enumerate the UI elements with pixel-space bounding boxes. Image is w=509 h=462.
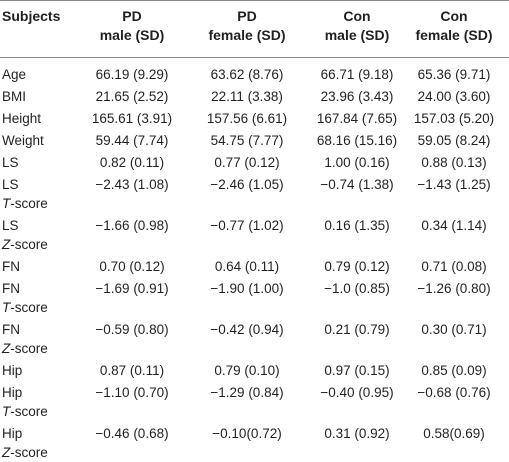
table-cell: 165.61 (3.91) (91, 111, 173, 126)
table-cell: −1.29 (0.84) (210, 385, 284, 400)
row-sublabel-letter: T (2, 404, 11, 419)
header-pd-female-group: PD (237, 8, 257, 24)
table-cell: −0.10(0.72) (212, 426, 282, 441)
row-sublabel-suffix: -score (10, 445, 48, 460)
table-cell: −0.59 (0.80) (95, 322, 169, 337)
table-cell: −0.40 (0.95) (320, 385, 394, 400)
row-sublabel: T-score (2, 299, 48, 317)
table-cell: −1.66 (0.98) (95, 218, 169, 233)
table-cell: 167.84 (7.65) (316, 111, 398, 126)
table-top-rule (0, 0, 509, 1)
row-label: Weight (2, 133, 44, 148)
row-sublabel-suffix: -score (10, 237, 48, 252)
row-sublabel-letter: T (2, 300, 11, 315)
table-cell: −0.42 (0.94) (210, 322, 284, 337)
table-cell: 0.85 (0.09) (421, 363, 487, 378)
table-cell: −1.69 (0.91) (95, 281, 169, 296)
header-con-male-sub: male (SD) (324, 27, 390, 43)
table-cell: 66.71 (9.18) (320, 67, 394, 82)
table-cell: 63.62 (8.76) (210, 67, 284, 82)
table-cell: 68.16 (15.16) (316, 133, 398, 148)
row-label: LS (2, 177, 19, 192)
table-cell: 0.16 (1.35) (324, 218, 390, 233)
header-pd-male-sub: male (SD) (99, 27, 165, 43)
row-sublabel-letter: Z (2, 445, 11, 460)
table-cell: 0.88 (0.13) (421, 155, 487, 170)
row-label: Hip (2, 385, 23, 400)
row-sublabel-suffix: -score (10, 196, 48, 211)
table-cell: 0.30 (0.71) (421, 322, 487, 337)
table-cell: −0.77 (1.02) (210, 218, 284, 233)
table-cell: 0.77 (0.12) (214, 155, 280, 170)
table-cell: 1.00 (0.16) (324, 155, 390, 170)
row-label: BMI (2, 89, 27, 104)
table-cell: 0.71 (0.08) (421, 259, 487, 274)
row-label: Hip (2, 426, 23, 441)
table-cell: 54.75 (7.77) (210, 133, 284, 148)
header-con-female: Con female (SD) (399, 7, 509, 45)
header-con-male: Con male (SD) (302, 7, 412, 45)
row-sublabel-letter: T (2, 196, 11, 211)
table-cell: 24.00 (3.60) (417, 89, 491, 104)
table-cell: 0.70 (0.12) (99, 259, 165, 274)
header-con-female-sub: female (SD) (415, 27, 493, 43)
table-cell: 157.03 (5.20) (413, 111, 495, 126)
table-cell: −0.74 (1.38) (320, 177, 394, 192)
table-cell: 21.65 (2.52) (95, 89, 169, 104)
header-pd-female-sub: female (SD) (208, 27, 286, 43)
table-cell: 59.05 (8.24) (417, 133, 491, 148)
table-cell: 0.87 (0.11) (99, 363, 165, 378)
table-cell: 0.79 (0.10) (214, 363, 280, 378)
table-cell: −0.46 (0.68) (95, 426, 169, 441)
table-cell: −2.43 (1.08) (95, 177, 169, 192)
row-sublabel: Z-score (2, 444, 48, 462)
row-label: FN (2, 259, 20, 274)
row-sublabel-letter: Z (2, 341, 11, 356)
row-sublabel: Z-score (2, 340, 48, 358)
row-sublabel: T-score (2, 403, 48, 421)
table-cell: 66.19 (9.29) (95, 67, 169, 82)
table-cell: −2.46 (1.05) (210, 177, 284, 192)
header-con-female-group: Con (440, 8, 468, 24)
table-cell: 59.44 (7.74) (95, 133, 169, 148)
row-sublabel-suffix: -score (10, 404, 48, 419)
row-label: Height (2, 111, 42, 126)
header-pd-male-group: PD (122, 8, 142, 24)
table-cell: 157.56 (6.61) (206, 111, 288, 126)
table-cell: 0.34 (1.14) (421, 218, 487, 233)
table-cell: 0.97 (0.15) (324, 363, 390, 378)
table-cell: 0.64 (0.11) (214, 259, 280, 274)
row-label: FN (2, 281, 20, 296)
table-cell: −0.68 (0.76) (417, 385, 491, 400)
row-sublabel-suffix: -score (10, 300, 48, 315)
row-sublabel-suffix: -score (10, 341, 48, 356)
row-label: LS (2, 218, 19, 233)
table-cell: 65.36 (9.71) (417, 67, 491, 82)
row-sublabel: Z-score (2, 236, 48, 254)
table-cell: 23.96 (3.43) (320, 89, 394, 104)
row-label: LS (2, 155, 19, 170)
table-cell: 0.31 (0.92) (324, 426, 390, 441)
header-pd-male: PD male (SD) (77, 7, 187, 45)
table-cell: −1.90 (1.00) (210, 281, 284, 296)
table-cell: 0.82 (0.11) (99, 155, 165, 170)
table-cell: 0.21 (0.79) (324, 322, 390, 337)
row-label: FN (2, 322, 20, 337)
header-con-male-group: Con (343, 8, 371, 24)
header-pd-female: PD female (SD) (192, 7, 302, 45)
row-sublabel-letter: Z (2, 237, 11, 252)
row-label: Age (2, 67, 27, 82)
header-rule (0, 57, 509, 58)
table-cell: −1.10 (0.70) (95, 385, 169, 400)
table-cell: −1.0 (0.85) (324, 281, 390, 296)
row-sublabel: T-score (2, 195, 48, 213)
table-cell: −1.26 (0.80) (417, 281, 491, 296)
table-cell: −1.43 (1.25) (417, 177, 491, 192)
table-cell: 0.79 (0.12) (324, 259, 390, 274)
table-cell: 0.58(0.69) (423, 426, 485, 441)
table-cell: 22.11 (3.38) (211, 89, 283, 104)
header-subjects: Subjects (2, 8, 61, 24)
row-label: Hip (2, 363, 23, 378)
